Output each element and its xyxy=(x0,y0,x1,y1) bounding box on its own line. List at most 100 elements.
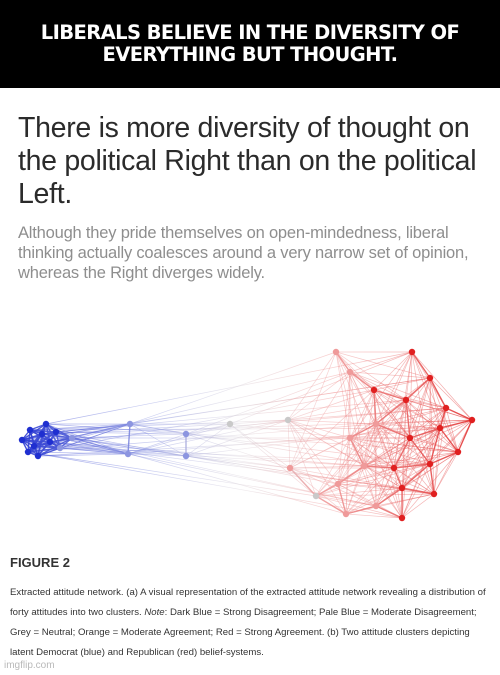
network-edge xyxy=(337,437,351,485)
imgflip-watermark: imgflip.com xyxy=(4,660,55,671)
network-node xyxy=(182,452,190,460)
network-edge xyxy=(185,419,289,435)
network-edge xyxy=(345,467,395,515)
network-edge xyxy=(315,495,347,515)
network-node xyxy=(38,430,46,438)
network-edge xyxy=(363,451,459,467)
article-headline: There is more diversity of thought on th… xyxy=(18,112,477,210)
network-edge xyxy=(345,505,377,515)
network-edge xyxy=(409,437,459,453)
network-node xyxy=(24,448,32,456)
network-node xyxy=(408,348,416,356)
network-edge xyxy=(349,371,411,439)
network-edge xyxy=(375,423,441,429)
figure-caption-text: Extracted attitude network. (a) A visual… xyxy=(10,587,486,618)
network-edge xyxy=(127,453,377,507)
network-edge xyxy=(439,427,459,453)
network-edge xyxy=(289,465,365,469)
network-edge xyxy=(229,423,291,469)
network-edge xyxy=(337,483,403,489)
network-edge xyxy=(27,451,129,455)
network-node xyxy=(406,434,414,442)
network-edge xyxy=(345,437,351,515)
network-edge xyxy=(349,437,377,507)
network-edge xyxy=(345,513,403,519)
network-node xyxy=(390,464,398,472)
network-edge xyxy=(127,427,441,455)
network-edge xyxy=(27,441,51,453)
network-edge xyxy=(429,377,473,421)
network-edge xyxy=(375,407,447,425)
network-edge xyxy=(29,419,289,431)
network-edge xyxy=(349,377,431,439)
network-node xyxy=(454,448,462,456)
network-node xyxy=(312,492,320,500)
network-edge xyxy=(375,505,403,519)
network-edge xyxy=(429,427,441,465)
network-edge xyxy=(393,451,459,469)
network-node xyxy=(426,374,434,382)
network-node xyxy=(398,514,406,522)
network-edge xyxy=(363,465,435,495)
network-node xyxy=(442,404,450,412)
network-node xyxy=(226,420,234,428)
network-edge xyxy=(429,377,441,429)
network-edge xyxy=(429,377,435,495)
network-edge xyxy=(349,423,377,439)
network-edge xyxy=(289,437,351,469)
attitude-network-graph xyxy=(18,348,476,522)
network-edge xyxy=(349,351,413,373)
figure-caption: Extracted attitude network. (a) A visual… xyxy=(10,583,494,663)
network-node xyxy=(402,396,410,404)
network-edge xyxy=(337,371,351,485)
network-edge xyxy=(349,371,365,467)
network-edge xyxy=(375,423,459,453)
network-edge xyxy=(55,399,407,433)
network-edge xyxy=(315,483,339,497)
network-edge xyxy=(401,451,459,519)
network-edge xyxy=(349,371,431,379)
network-node xyxy=(30,442,38,450)
network-edge xyxy=(409,427,441,439)
network-edge xyxy=(289,371,351,469)
network-edge xyxy=(393,463,431,469)
network-edge xyxy=(315,437,351,497)
network-node xyxy=(182,430,190,438)
network-edge xyxy=(335,351,431,379)
network-edge xyxy=(27,429,31,453)
network-edge xyxy=(37,437,73,457)
network-node xyxy=(370,386,378,394)
network-edge xyxy=(433,419,473,495)
network-edge xyxy=(345,423,377,515)
network-edge xyxy=(405,399,431,465)
network-edge xyxy=(349,371,375,391)
network-edge xyxy=(375,419,473,425)
network-edge xyxy=(349,389,375,439)
network-edge xyxy=(409,407,447,439)
network-edge xyxy=(345,371,351,515)
network-edge xyxy=(337,399,407,485)
network-node xyxy=(430,490,438,498)
network-edge xyxy=(129,423,395,469)
network-node xyxy=(426,460,434,468)
network-edge xyxy=(401,427,441,519)
network-edge xyxy=(337,465,365,485)
network-edge xyxy=(349,437,365,467)
network-edge xyxy=(375,399,407,425)
network-edge xyxy=(335,351,377,425)
network-edge xyxy=(405,399,447,409)
network-node xyxy=(332,348,340,356)
network-edge xyxy=(45,351,413,425)
network-edge xyxy=(335,351,351,373)
network-edge xyxy=(363,463,431,467)
network-node xyxy=(346,368,354,376)
network-edge xyxy=(411,351,473,421)
network-edge xyxy=(287,351,337,421)
network-edge xyxy=(289,467,347,515)
network-node xyxy=(360,462,368,470)
network-edge xyxy=(429,377,447,409)
network-edge xyxy=(363,399,407,467)
meme-caption: LIBERALS BELIEVE IN THE DIVERSITY OF EVE… xyxy=(40,21,460,66)
network-edge xyxy=(349,399,407,439)
network-edge xyxy=(127,453,187,457)
